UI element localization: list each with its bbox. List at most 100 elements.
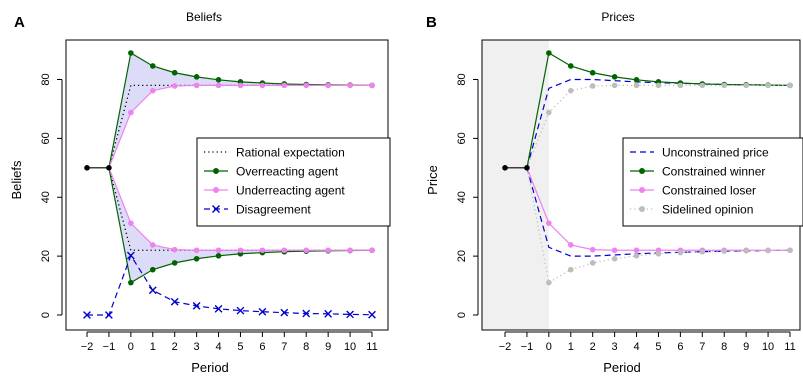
panel-a-x-tick-label: 4: [215, 341, 221, 353]
panel-b-series-sidelined-opinion-low-point: [589, 260, 596, 266]
panel-a-series-underreacting-agent-high-point: [325, 82, 331, 89]
panel-b-legend: Unconstrained price Constrained winner Con…: [622, 137, 803, 227]
panel-a-x-tick-label: 3: [194, 341, 200, 353]
panel-b-series-sidelined-opinion-high-point: [699, 82, 706, 89]
panel-a-series-underreacting-agent-high-point: [281, 82, 288, 89]
panel-b-series-constrained-winner-point: [611, 74, 618, 80]
panel-a-series-underreacting-agent-low-point: [215, 247, 222, 254]
panel-a-ylabel: Beliefs: [9, 160, 24, 200]
panel-a-plot: −2 −1 0 1 2 3 4 5 6 7 8 9 10 11 0 20 40 60 80 Rational expe…: [40, 39, 391, 353]
panel-a-series-disagreement-point: [126, 251, 135, 260]
panel-b-x-tick-label: 6: [677, 341, 683, 353]
panel-b-x-tick-label: −1: [521, 341, 534, 353]
panel-a-series-underreacting-agent-high-point: [149, 87, 156, 94]
panel-a-y-tick-label: 0: [40, 312, 52, 318]
panel-a-x-tick-label: 5: [237, 341, 243, 353]
panel-b-series-sidelined-opinion-high-point: [787, 82, 793, 89]
panel-a-series-overreacting-agent-high-point: [171, 69, 178, 76]
panel-a-series-underreacting-agent-low-point: [171, 246, 178, 253]
panel-b-shaded-region: [482, 40, 549, 330]
panel-a-series-disagreement-point: [148, 286, 157, 295]
panel-a-band-low: [108, 167, 372, 283]
panel-b-x-tick-label: 7: [699, 341, 705, 353]
panel-a-x-tick-label: 8: [303, 341, 309, 353]
panel-b-x-tick-label: 5: [655, 341, 661, 353]
panel-b-x-tick-label: 1: [568, 341, 574, 353]
panel-b-x-tick-label: 4: [633, 341, 639, 353]
panel-a-series-overreacting-agent-high-point: [149, 63, 156, 69]
panel-b-series-sidelined-opinion-high-point: [633, 82, 640, 89]
panel-b-series-sidelined-opinion-high-point: [655, 82, 662, 89]
panel-b-y-tick-label: 20: [456, 250, 468, 262]
panel-b-series-sidelined-opinion-high-point: [611, 82, 618, 89]
panel-a-x-tick-label: 11: [366, 341, 377, 353]
panel-a-x-tick-label: −1: [103, 341, 116, 353]
panel-a-x-tick-label: 10: [344, 341, 356, 353]
panel-a-pre-period-point: [106, 165, 112, 171]
panel-a-series-underreacting-agent-high-point: [171, 83, 178, 89]
panel-a-series-underreacting-agent-low-point: [237, 247, 244, 254]
panel-b-series-sidelined-opinion-low-point: [787, 247, 793, 254]
panel-b-series-sidelined-opinion-high-point: [721, 82, 728, 89]
panel-a-legend-box: [196, 137, 391, 227]
panel-a-series-disagreement-point: [280, 308, 289, 317]
panel-a-x-tick-label: 0: [128, 341, 134, 353]
panel-a-series-underreacting-agent-high-point: [369, 82, 375, 89]
panel-a-series-underreacting-agent-low-point: [281, 247, 288, 254]
panel-b-series-sidelined-opinion-low-point: [721, 248, 728, 254]
panel-b-x-tick-label: 0: [546, 341, 552, 353]
panel-a-title: Beliefs: [186, 10, 222, 24]
panel-b-series-sidelined-opinion-high-point: [546, 109, 552, 116]
panel-b-y-tick-label: 60: [456, 132, 468, 144]
panel-b-series-sidelined-opinion-low-point: [765, 247, 771, 254]
panel-a-series-underreacting-agent-high-point: [193, 82, 200, 89]
panel-b-series-sidelined-opinion-low-point: [655, 250, 662, 257]
panel-b-legend-label-constrained-winner: Constrained winner: [662, 165, 765, 179]
panel-b-series-constrained-winner-point: [589, 69, 596, 76]
panel-b-series-constrained-winner-point: [546, 50, 552, 56]
panel-a-series-underreacting-agent-high-point: [128, 109, 134, 116]
panel-b-series-sidelined-opinion-high-point: [743, 82, 749, 89]
panel-a-series-overreacting-agent-low-point: [149, 266, 156, 273]
panel-b-series-constrained-loser-point: [546, 220, 552, 226]
panel-a-x-tick-label: 7: [281, 341, 287, 353]
panel-a-series-disagreement-point: [105, 311, 113, 319]
panel-a-series-overreacting-agent-low-point: [193, 255, 200, 262]
panel-a-series-underreacting-agent-high-point: [259, 82, 266, 89]
panel-a-label: A: [14, 14, 25, 31]
panel-a-legend-label-rational-expectation: Rational expectation: [236, 146, 345, 160]
panel-b-series-sidelined-opinion-low-point: [743, 248, 749, 254]
panel-a-series-underreacting-agent-low-point: [193, 247, 200, 254]
panel-a-legend-marker-overreacting-agent: [213, 168, 219, 174]
panel-a-series-disagreement-point: [324, 309, 333, 318]
panel-b-series-constrained-loser-point: [611, 247, 618, 254]
panel-b-series-sidelined-opinion-low-point: [677, 249, 684, 256]
panel-a-y-tick-label: 20: [40, 250, 52, 262]
panel-a-series-overreacting-agent-low-point: [171, 260, 178, 266]
panel-a-pre-period-point: [84, 165, 90, 171]
panel-a-legend-marker-underreacting-agent: [213, 187, 219, 193]
panel-a-xlabel: Period: [191, 360, 229, 375]
panel-b-legend-marker-constrained-winner: [639, 168, 645, 174]
panel-a-series-underreacting-agent-high-point: [215, 82, 222, 89]
panel-a-band-high: [108, 53, 372, 168]
panel-b-series-sidelined-opinion-low-point: [611, 255, 618, 262]
panel-b-title: Prices: [601, 10, 634, 24]
panel-b-series-sidelined-opinion-high-point: [589, 83, 596, 89]
panel-a-series-underreacting-agent-high-point: [237, 82, 244, 89]
panel-b-series-constrained-winner-point: [633, 76, 640, 83]
panel-a-series-overreacting-agent-high-point: [128, 50, 134, 56]
panel-b-legend-marker-constrained-loser: [639, 187, 645, 193]
panel-a-series-disagreement-point: [83, 311, 91, 319]
panel-b-series-sidelined-opinion-low-point: [567, 266, 574, 273]
panel-b-series-constrained-winner-point: [567, 63, 574, 69]
panel-a-series-overreacting-agent-high-point: [215, 76, 222, 83]
panel-b-pre-period-point: [502, 165, 508, 171]
panel-a-series-disagreement-point: [170, 297, 179, 306]
panel-b-label: B: [426, 14, 437, 31]
panel-a-x-tick-label: 9: [325, 341, 331, 353]
panel-a-series-overreacting-agent-low-point: [215, 253, 222, 259]
panel-a-series-disagreement-point: [214, 304, 223, 313]
panel-b-x-tick-label: 2: [590, 341, 596, 353]
panel-a-series-underreacting-agent-high-point: [303, 82, 310, 89]
